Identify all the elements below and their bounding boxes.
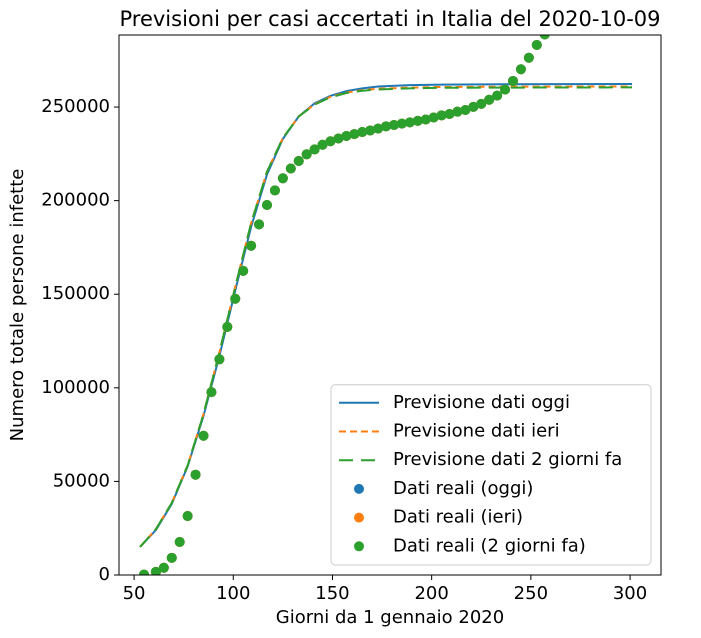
data-point: [190, 469, 201, 480]
data-point: [174, 536, 185, 547]
data-point: [404, 117, 415, 128]
data-point: [444, 109, 455, 120]
data-point: [138, 569, 149, 575]
data-point: [515, 64, 526, 75]
data-point: [428, 112, 439, 123]
legend-label: Dati reali (2 giorni fa): [393, 535, 586, 556]
data-point: [214, 354, 225, 365]
legend-label: Previsione dati ieri: [393, 421, 560, 442]
legend-box: [330, 384, 652, 566]
data-point: [420, 114, 431, 125]
y-tick-label: 0: [99, 564, 110, 585]
data-point: [269, 185, 280, 196]
forecast-line: [139, 86, 633, 548]
data-point: [396, 118, 407, 129]
data-point: [158, 562, 169, 573]
data-point: [508, 75, 519, 86]
y-tick-label: 200000: [41, 190, 110, 211]
data-point: [357, 127, 368, 138]
x-tick-label: 200: [414, 583, 448, 604]
data-point: [539, 35, 550, 40]
y-tick-label: 50000: [53, 470, 110, 491]
legend-label: Previsione dati 2 giorni fa: [393, 449, 622, 470]
data-point: [492, 90, 503, 101]
data-point: [150, 566, 161, 575]
chart-title: Previsioni per casi accertati in Italia …: [119, 7, 660, 31]
x-tick-label: 50: [123, 583, 146, 604]
x-tick-label: 150: [315, 583, 349, 604]
data-point: [198, 430, 209, 441]
data-point: [317, 139, 328, 150]
data-point: [388, 119, 399, 130]
plot-area: [138, 35, 633, 575]
legend-label: Dati reali (oggi): [393, 478, 533, 499]
data-point: [254, 219, 265, 230]
data-point: [523, 52, 534, 63]
data-point: [246, 240, 257, 251]
y-tick-label: 100000: [41, 377, 110, 398]
x-tick-label: 250: [514, 583, 548, 604]
data-point: [460, 105, 471, 116]
data-point: [325, 136, 336, 147]
data-point: [230, 293, 241, 304]
data-point: [261, 200, 272, 211]
data-point: [381, 121, 392, 132]
data-point: [476, 98, 487, 109]
data-point: [182, 511, 193, 522]
x-axis-label: Giorni da 1 gennaio 2020: [276, 607, 504, 628]
y-tick-label: 250000: [41, 96, 110, 117]
legend-swatch: [354, 483, 364, 494]
data-point: [373, 123, 384, 134]
data-point: [301, 149, 312, 160]
data-point: [412, 115, 423, 126]
axes-frame: [118, 34, 662, 576]
data-point: [293, 155, 304, 166]
x-tick-label: 300: [613, 583, 647, 604]
data-point: [309, 144, 320, 155]
data-point: [452, 106, 463, 117]
data-point: [468, 101, 479, 112]
data-point: [436, 110, 447, 121]
legend-swatch: [354, 541, 364, 552]
data-point: [222, 321, 233, 332]
data-point: [285, 163, 296, 174]
y-tick-label: 150000: [41, 283, 110, 304]
y-axis-label: Numero totale persone infette: [7, 169, 28, 442]
data-point: [206, 387, 217, 398]
legend-label: Previsione dati oggi: [393, 392, 570, 413]
data-point: [238, 265, 249, 276]
data-point: [277, 173, 288, 184]
data-point: [365, 125, 376, 136]
data-point: [166, 552, 177, 563]
legend-swatch: [354, 512, 364, 523]
data-point: [531, 39, 542, 50]
data-point: [500, 84, 511, 95]
data-point: [484, 94, 495, 105]
data-point: [349, 129, 360, 140]
data-point: [341, 131, 352, 142]
data-point: [333, 133, 344, 144]
legend-label: Dati reali (ieri): [393, 507, 523, 528]
x-tick-label: 100: [216, 583, 250, 604]
